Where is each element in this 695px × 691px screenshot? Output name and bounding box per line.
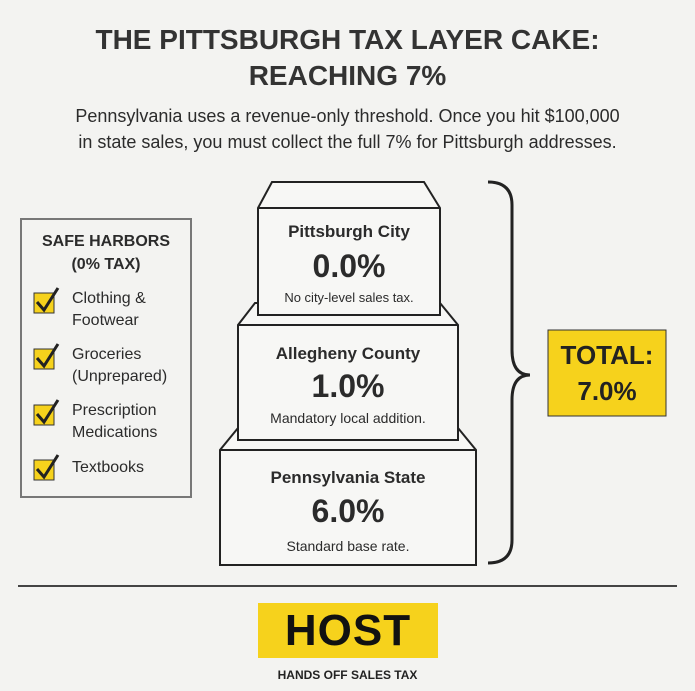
- total-box: [547, 329, 667, 417]
- safe-harbors-title: SAFE HARBORS: [41, 233, 170, 250]
- layer-name: Pennsylvania State: [270, 468, 426, 487]
- checkbox: [33, 343, 60, 370]
- logo: HOST: [284, 606, 412, 655]
- safe-harbor-item: Footwear: [72, 312, 139, 329]
- title: REACHING 7%: [248, 60, 447, 91]
- logo-box: [258, 603, 438, 658]
- safe-harbor-item: (Unprepared): [72, 368, 168, 385]
- layer-rate: 6.0%: [311, 493, 385, 529]
- checkbox: [33, 399, 60, 426]
- safe-harbor-item: Groceries: [72, 346, 142, 363]
- layer-rate: 0.0%: [312, 248, 386, 284]
- safe-harbor-item: Medications: [72, 424, 158, 441]
- logo-tagline: HANDS OFF SALES TAX: [277, 668, 418, 682]
- layer-note: No city-level sales tax.: [284, 290, 414, 305]
- layer-rate: 1.0%: [311, 368, 385, 404]
- safe-harbor-item: Clothing &: [72, 290, 146, 307]
- total-rate: 7.0%: [577, 376, 637, 406]
- checkbox: [33, 287, 60, 314]
- subtitle: Pennsylvania uses a revenue-only thresho…: [75, 106, 620, 126]
- safe-harbor-item: Textbooks: [72, 459, 145, 476]
- total-label: TOTAL:: [560, 340, 654, 370]
- subtitle: in state sales, you must collect the ful…: [78, 132, 617, 152]
- bracket: [487, 180, 531, 565]
- title: THE PITTSBURGH TAX LAYER CAKE:: [95, 24, 600, 55]
- checkbox: [33, 454, 60, 481]
- safe-harbors-title: (0% TAX): [71, 256, 141, 273]
- safe-harbors-box: [20, 218, 192, 498]
- layer-name: Allegheny County: [275, 344, 421, 363]
- safe-harbor-item: Prescription: [72, 402, 157, 419]
- layer-name: Pittsburgh City: [288, 222, 410, 241]
- layer-note: Mandatory local addition.: [270, 410, 426, 426]
- layer-note: Standard base rate.: [286, 538, 410, 554]
